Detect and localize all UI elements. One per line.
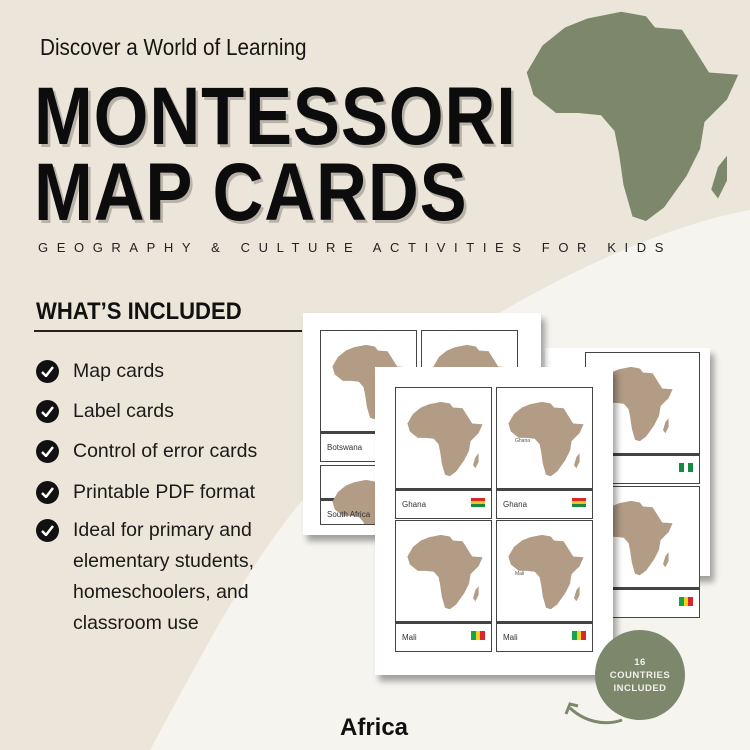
check-circle-icon <box>36 360 59 383</box>
sheet-front: Ghana Ghana Ghana Mali Mali Mali <box>375 367 613 675</box>
check-circle-icon <box>36 440 59 463</box>
item-text: Label cards <box>73 400 174 422</box>
included-item: Ideal for primary and elementary students… <box>36 515 254 639</box>
flag-icon <box>471 631 486 640</box>
countries-badge: 16 COUNTRIES INCLUDED <box>595 630 685 720</box>
included-item: Label cards <box>36 396 174 427</box>
flag-icon <box>572 631 587 640</box>
check-circle-icon <box>36 400 59 423</box>
map-card-ghana[interactable]: Ghana <box>395 387 492 519</box>
included-item: Map cards <box>36 356 164 387</box>
tagline: Discover a World of Learning <box>40 34 307 60</box>
card-label: Botswana <box>327 443 363 452</box>
flag-icon <box>471 498 485 507</box>
item-text: Ideal for primary and elementary students… <box>73 519 255 634</box>
africa-map-icon <box>407 401 483 477</box>
africa-silhouette <box>526 11 739 221</box>
check-circle-icon <box>36 519 59 542</box>
heading-underline <box>34 330 302 332</box>
card-label: Ghana <box>503 500 528 509</box>
map-card-mali[interactable]: Mali Mali <box>496 520 593 652</box>
map-pointer-label: Mali <box>515 571 525 577</box>
flag-icon <box>679 463 694 472</box>
check-circle-icon <box>36 481 59 504</box>
item-text: Map cards <box>73 360 165 382</box>
africa-map-icon <box>407 534 483 610</box>
card-label: Mali <box>402 633 417 642</box>
map-card-mali[interactable]: Mali <box>395 520 492 652</box>
map-card-ghana[interactable]: Ghana Ghana <box>496 387 593 519</box>
card-label: South Africa <box>327 510 371 519</box>
title-line-1: MONTESSORI <box>34 71 517 162</box>
included-item: Printable PDF format <box>36 477 255 508</box>
whats-included-heading: WHAT’S INCLUDED <box>36 298 242 325</box>
badge-text: INCLUDED <box>613 683 667 694</box>
item-text: Control of error cards <box>73 440 258 462</box>
africa-map-icon <box>508 534 584 610</box>
included-item: Control of error cards <box>36 436 257 467</box>
map-pointer-label: Ghana <box>515 438 531 444</box>
subtitle: GEOGRAPHY & CULTURE ACTIVITIES FOR KIDS <box>38 240 672 255</box>
title-line-2: MAP CARDS <box>34 147 468 238</box>
card-label: Mali <box>503 633 518 642</box>
flag-icon <box>679 597 694 606</box>
flag-icon <box>572 498 586 507</box>
africa-map-icon <box>597 500 673 576</box>
item-text: Printable PDF format <box>73 481 256 503</box>
africa-map-icon <box>597 366 673 442</box>
card-label: Ghana <box>402 500 427 509</box>
badge-count: 16 <box>634 657 646 668</box>
badge-text: COUNTRIES <box>609 670 671 681</box>
arrow-icon <box>564 702 623 725</box>
africa-map-icon <box>508 401 584 477</box>
continent-label: Africa <box>340 714 409 741</box>
